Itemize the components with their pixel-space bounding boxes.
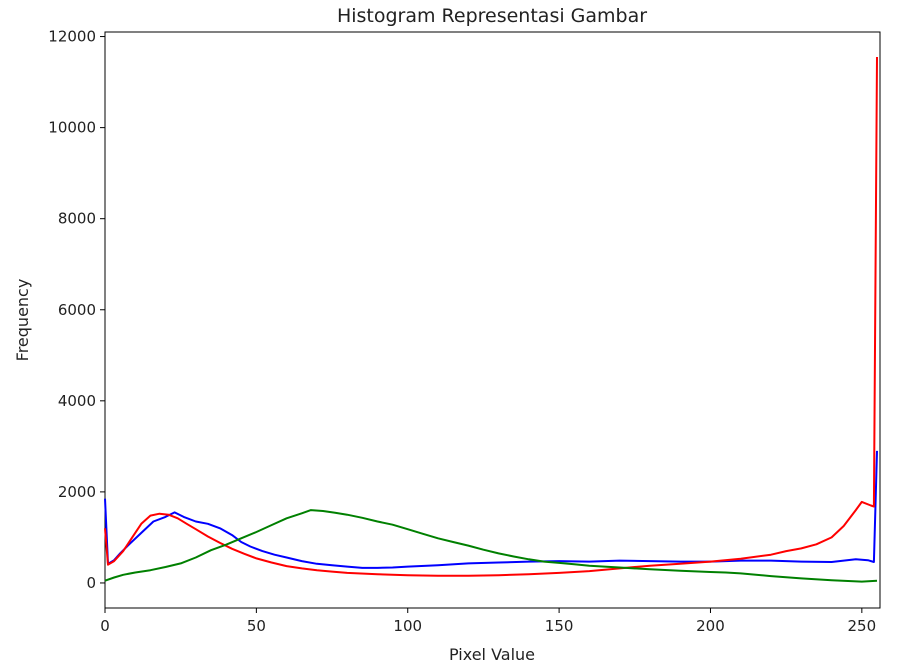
y-tick-label: 0 — [86, 574, 96, 592]
y-tick-label: 8000 — [58, 210, 96, 228]
x-tick-label: 50 — [247, 617, 266, 635]
chart-title: Histogram Representasi Gambar — [337, 5, 647, 27]
plot-area — [104, 31, 881, 609]
series-line-1 — [104, 56, 878, 577]
y-tick-label: 10000 — [48, 119, 96, 137]
x-axis: 0 50 100 150 200 250 — [100, 608, 876, 635]
x-tick-label: 0 — [100, 617, 110, 635]
y-tick-label: 2000 — [58, 483, 96, 501]
y-tick-label: 12000 — [48, 28, 96, 46]
x-tick-label: 150 — [545, 617, 574, 635]
x-tick-label: 200 — [696, 617, 725, 635]
y-tick-label: 4000 — [58, 392, 96, 410]
series-layer — [104, 56, 878, 583]
y-tick-label: 6000 — [58, 301, 96, 319]
x-axis-label: Pixel Value — [449, 645, 535, 664]
y-axis-label: Frequency — [13, 279, 32, 362]
x-tick-label: 250 — [848, 617, 877, 635]
x-tick-label: 100 — [393, 617, 422, 635]
y-axis: 0 2000 4000 6000 8000 10000 12000 — [48, 28, 105, 592]
series-line-0 — [104, 450, 878, 569]
series-line-2 — [104, 509, 878, 583]
